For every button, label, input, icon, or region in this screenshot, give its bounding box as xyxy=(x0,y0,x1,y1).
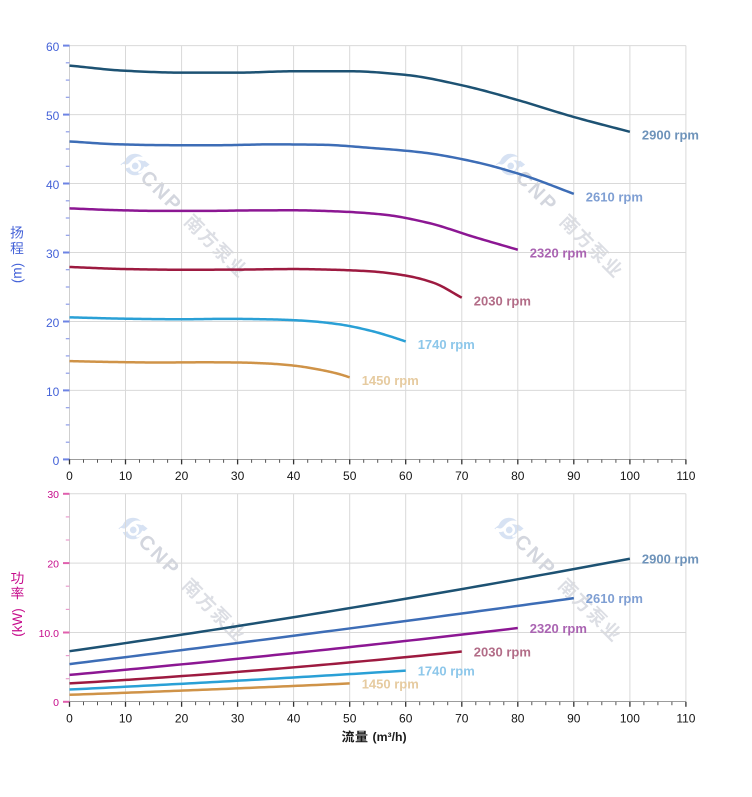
svg-text:50: 50 xyxy=(343,469,357,483)
svg-text:20: 20 xyxy=(175,469,189,483)
svg-text:100: 100 xyxy=(620,469,640,483)
svg-text:2900 rpm: 2900 rpm xyxy=(642,552,699,567)
svg-text:0: 0 xyxy=(66,711,73,725)
svg-text:70: 70 xyxy=(455,711,469,725)
svg-text:60: 60 xyxy=(46,40,60,54)
svg-text:50: 50 xyxy=(46,109,60,123)
svg-text:(kW): (kW) xyxy=(10,608,25,636)
svg-text:30: 30 xyxy=(231,469,245,483)
svg-text:110: 110 xyxy=(676,469,695,483)
svg-text:20: 20 xyxy=(175,711,189,725)
svg-text:1450 rpm: 1450 rpm xyxy=(362,373,419,388)
svg-text:0: 0 xyxy=(66,469,73,483)
svg-text:2610 rpm: 2610 rpm xyxy=(586,591,643,606)
svg-text:(m): (m) xyxy=(10,263,25,283)
svg-text:10: 10 xyxy=(119,469,133,483)
svg-text:40: 40 xyxy=(46,178,60,192)
svg-text:100: 100 xyxy=(620,711,640,725)
svg-text:80: 80 xyxy=(511,469,525,483)
svg-text:1450 rpm: 1450 rpm xyxy=(362,676,419,691)
svg-text:1740 rpm: 1740 rpm xyxy=(418,337,475,352)
svg-text:1740 rpm: 1740 rpm xyxy=(418,664,475,679)
svg-text:40: 40 xyxy=(287,469,301,483)
svg-text:0: 0 xyxy=(53,454,60,468)
svg-text:70: 70 xyxy=(455,469,469,483)
svg-text:10: 10 xyxy=(46,385,60,399)
svg-text:60: 60 xyxy=(399,711,413,725)
svg-text:110: 110 xyxy=(676,711,695,725)
svg-text:(m³/h): (m³/h) xyxy=(373,730,407,744)
svg-text:40: 40 xyxy=(287,711,301,725)
svg-text:90: 90 xyxy=(567,711,581,725)
svg-text:30: 30 xyxy=(46,247,60,261)
svg-text:90: 90 xyxy=(567,469,581,483)
svg-text:30: 30 xyxy=(47,489,59,501)
svg-text:60: 60 xyxy=(399,469,413,483)
svg-text:80: 80 xyxy=(511,711,525,725)
svg-text:50: 50 xyxy=(343,711,357,725)
svg-text:2610 rpm: 2610 rpm xyxy=(586,190,643,205)
svg-text:2320 rpm: 2320 rpm xyxy=(530,245,587,260)
svg-text:30: 30 xyxy=(231,711,245,725)
svg-text:10.0: 10.0 xyxy=(39,628,60,640)
svg-text:0: 0 xyxy=(53,697,59,709)
svg-text:10: 10 xyxy=(119,711,133,725)
svg-text:2900 rpm: 2900 rpm xyxy=(642,127,699,142)
svg-text:2320 rpm: 2320 rpm xyxy=(530,621,587,636)
svg-text:2030 rpm: 2030 rpm xyxy=(474,293,531,308)
svg-text:2030 rpm: 2030 rpm xyxy=(474,644,531,659)
svg-text:20: 20 xyxy=(46,316,60,330)
svg-text:20: 20 xyxy=(47,559,59,571)
